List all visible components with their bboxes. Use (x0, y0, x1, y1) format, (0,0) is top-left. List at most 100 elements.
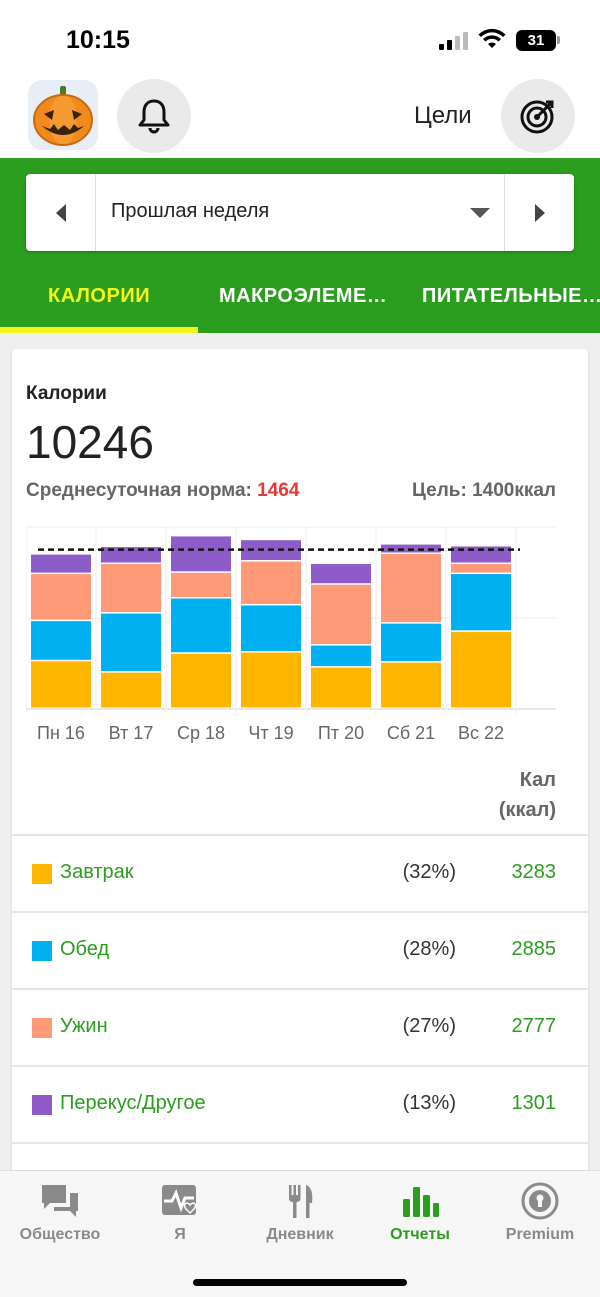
meal-row-snacks[interactable]: Перекус/Другое (13%) 1301 (12, 1065, 588, 1142)
nav-premium[interactable]: Premium (480, 1171, 600, 1251)
meal-row-lunch[interactable]: Обед (28%) 2885 (12, 911, 588, 988)
goals-label[interactable]: Цели (414, 102, 472, 129)
health-icon (162, 1185, 197, 1215)
meal-name[interactable]: Ужин (60, 1015, 108, 1037)
calories-stacked-bar-chart[interactable]: Пн 16 Вт 17 Ср 18 Чт 19 Пт 20 Сб 21 Вс 22 (26, 519, 566, 749)
unit-label: Кал (519, 769, 556, 791)
goals-button[interactable] (501, 79, 575, 153)
chart-bar-segment[interactable] (171, 536, 231, 572)
chart-bar-segment[interactable] (381, 662, 441, 708)
battery-icon: 31 (516, 30, 556, 51)
tab-calories[interactable]: КАЛОРИИ (0, 270, 198, 333)
chevron-right-icon (534, 203, 545, 222)
nav-label: Premium (505, 1226, 575, 1243)
meal-calories: 1301 (511, 1092, 557, 1114)
chart-bar-segment[interactable] (101, 672, 161, 708)
nav-label: Дневник (266, 1226, 334, 1243)
previous-period-button[interactable] (26, 174, 96, 251)
chart-x-tick-label: Пт 20 (318, 723, 364, 743)
home-indicator (193, 1279, 407, 1286)
nav-diary[interactable]: Дневник (240, 1171, 360, 1251)
chart-bar-segment[interactable] (381, 553, 441, 623)
chart-bar-segment[interactable] (311, 564, 371, 584)
nav-label: Я (174, 1226, 186, 1243)
nav-community[interactable]: Общество (0, 1171, 120, 1251)
chart-bar-segment[interactable] (311, 667, 371, 708)
chart-bar-segment[interactable] (381, 623, 441, 662)
chart-bar-segment[interactable] (241, 652, 301, 708)
meal-name[interactable]: Перекус/Другое (60, 1092, 206, 1114)
chart-x-tick-label: Вт 17 (109, 723, 154, 743)
chart-bar-segment[interactable] (311, 645, 371, 667)
status-bar: 10:15 31 (0, 0, 600, 76)
daily-average: Среднесуточная норма: 1464 (26, 480, 299, 502)
period-selector[interactable]: Прошлая неделя (26, 174, 574, 251)
next-period-button[interactable] (504, 174, 574, 251)
daily-average-label: Среднесуточная норма: (26, 480, 252, 501)
meal-breakdown-list: Завтрак (32%) 3283 Обед (28%) 2885 Ужин … (12, 834, 588, 1219)
chart-bar-segment[interactable] (31, 661, 91, 708)
nav-me[interactable]: Я (120, 1171, 240, 1251)
tab-nutrients[interactable]: ПИТАТЕЛЬНЫЕ… (422, 285, 600, 307)
lunch-swatch (32, 941, 52, 961)
chart-bar-segment[interactable] (31, 621, 91, 660)
avatar[interactable] (28, 80, 98, 150)
chart-x-tick-label: Чт 19 (248, 723, 293, 743)
pumpkin-icon (33, 86, 93, 146)
chart-x-tick-label: Пн 16 (37, 723, 85, 743)
tab-macronutrients[interactable]: МАКРОЭЛЕМЕ… (219, 285, 388, 307)
bell-icon (138, 99, 170, 134)
meal-row-breakfast[interactable]: Завтрак (32%) 3283 (12, 834, 588, 911)
chevron-left-icon (55, 203, 66, 222)
meal-row-dinner[interactable]: Ужин (27%) 2777 (12, 988, 588, 1065)
battery-tip (557, 36, 560, 44)
fork-knife-icon (289, 1185, 313, 1218)
chat-icon (42, 1185, 78, 1217)
chart-bar-segment[interactable] (101, 547, 161, 563)
chart-bar-segment[interactable] (171, 598, 231, 653)
target-icon (520, 100, 554, 134)
chart-x-tick-label: Вс 22 (458, 723, 504, 743)
calories-card: Калории 10246 Среднесуточная норма: 1464… (12, 349, 588, 1179)
chart-bar-segment[interactable] (101, 613, 161, 672)
chart-bar-segment[interactable] (451, 564, 511, 573)
chart-bar-segment[interactable] (31, 574, 91, 620)
premium-badge-icon (521, 1182, 559, 1220)
chart-bar-segment[interactable] (241, 605, 301, 652)
chart-bar-segment[interactable] (451, 546, 511, 563)
daily-average-value: 1464 (257, 480, 300, 501)
meal-name[interactable]: Завтрак (60, 861, 134, 883)
meal-percent: (27%) (402, 1015, 456, 1037)
wifi-icon (478, 28, 506, 48)
card-title: Калории (26, 383, 107, 404)
dinner-swatch (32, 1018, 52, 1038)
nav-label: Отчеты (390, 1226, 450, 1243)
dropdown-caret-icon[interactable] (470, 208, 490, 218)
cellular-signal-icon (439, 32, 469, 50)
active-tab-indicator (0, 327, 198, 333)
breakfast-swatch (32, 864, 52, 884)
notifications-button[interactable] (117, 79, 191, 153)
chart-x-tick-label: Ср 18 (177, 723, 225, 743)
chart-bar-segment[interactable] (241, 561, 301, 604)
snacks-swatch (32, 1095, 52, 1115)
chart-x-tick-label: Сб 21 (387, 723, 435, 743)
chart-bar-segment[interactable] (311, 584, 371, 645)
total-calories: 10246 (26, 416, 154, 468)
chart-bar-segment[interactable] (451, 631, 511, 708)
top-header: Цели (0, 76, 600, 158)
chart-bar-segment[interactable] (101, 564, 161, 613)
meal-percent: (28%) (402, 938, 456, 960)
nav-label: Общество (19, 1226, 101, 1243)
report-tabs: КАЛОРИИ МАКРОЭЛЕМЕ… ПИТАТЕЛЬНЫЕ… (0, 270, 600, 333)
period-label[interactable]: Прошлая неделя (111, 200, 270, 222)
chart-bar-segment[interactable] (451, 574, 511, 631)
chart-bar-segment[interactable] (31, 554, 91, 573)
chart-bar-segment[interactable] (171, 653, 231, 708)
status-time: 10:15 (66, 26, 130, 54)
nav-reports[interactable]: Отчеты (360, 1171, 480, 1251)
chart-bar-segment[interactable] (171, 572, 231, 598)
bar-chart-icon (403, 1187, 439, 1217)
meal-name[interactable]: Обед (60, 938, 110, 960)
meal-calories: 2885 (511, 938, 557, 960)
